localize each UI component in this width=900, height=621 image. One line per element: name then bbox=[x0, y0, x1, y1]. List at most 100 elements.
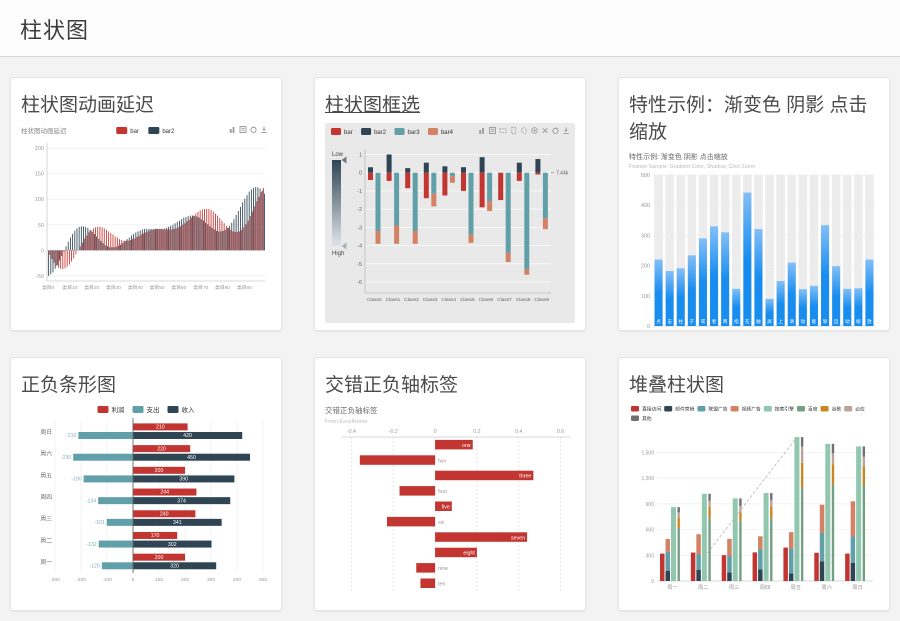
restore-icon[interactable] bbox=[552, 127, 559, 134]
visual-map[interactable]: Low High bbox=[332, 152, 347, 257]
legend-label: bar bbox=[344, 130, 353, 136]
bar-group-周一[interactable] bbox=[660, 507, 680, 581]
bar-group-周二[interactable] bbox=[690, 493, 711, 581]
axis-label: Class7 bbox=[497, 297, 512, 303]
legend-item-视频广告[interactable]: 视频广告 bbox=[730, 406, 761, 413]
legend-item-百度[interactable]: 百度 bbox=[797, 406, 818, 413]
bar-value-label: 390 bbox=[179, 477, 188, 483]
magic-type-icon[interactable] bbox=[479, 128, 484, 134]
chart-bar-gradient[interactable]: 特性示例: 渐变色 阴影 点击缩放 Feature Sample: Gradien… bbox=[629, 150, 879, 330]
horizontal-select-icon[interactable] bbox=[499, 128, 507, 133]
series-bar[interactable] bbox=[368, 172, 541, 208]
legend-item-bar4[interactable]: bar4 bbox=[427, 128, 454, 136]
bar-group-周日[interactable] bbox=[845, 446, 866, 581]
axis-label: -3 bbox=[357, 225, 362, 231]
axis-label: 类目90 bbox=[237, 284, 252, 291]
legend-label: 邮件营销 bbox=[675, 406, 694, 413]
visual-map-handle-bottom bbox=[341, 242, 347, 250]
card-bar-gradient: 特性示例：渐变色 阴影 点击缩放 特性示例: 渐变色 阴影 点击缩放 Featur… bbox=[618, 77, 890, 331]
data-view-icon[interactable] bbox=[489, 127, 496, 134]
save-image-icon[interactable] bbox=[261, 126, 267, 133]
series-bars[interactable]: 点击柱子或者两指在触屏上滑动能够自动缩放 bbox=[654, 192, 874, 326]
chart-bar-negative-label[interactable]: 交错正负轴标签 From ExcelHome -0.4 -0.2 0 0.2 0.4 0.6 o… bbox=[325, 403, 575, 603]
example-link-bar-negative-label[interactable]: 交错正负轴标签 bbox=[325, 375, 459, 396]
magic-type-icon[interactable] bbox=[229, 127, 235, 133]
animation-delay-chart-svg: 柱状图动画延迟 bar bar2 -50 0 50 100 150 200 类目0 类目10 类目20… bbox=[21, 126, 267, 291]
series-bar3[interactable] bbox=[375, 172, 548, 270]
chart-bar-stack[interactable]: 直接访问 邮件营销 联盟广告 视频广告 搜索引擎 百度 谷歌 必应 其他 0 300 600 900 1,… bbox=[629, 403, 879, 603]
bar-group-周五[interactable] bbox=[783, 437, 804, 581]
series-bar4[interactable] bbox=[375, 176, 548, 275]
example-link-bar-gradient[interactable]: 特性示例：渐变色 阴影 点击缩放 bbox=[629, 95, 868, 143]
axis-label: 周三 bbox=[729, 584, 740, 591]
vertical-select-icon[interactable] bbox=[511, 126, 516, 135]
example-link-bar-animation-delay[interactable]: 柱状图动画延迟 bbox=[21, 95, 155, 116]
legend-item-bar[interactable]: bar bbox=[331, 128, 353, 136]
series-bar[interactable] bbox=[47, 187, 264, 270]
legend-item-搜索引擎[interactable]: 搜索引擎 bbox=[763, 406, 794, 413]
axis-label: 300 bbox=[641, 233, 650, 239]
axis-label: 0 bbox=[41, 248, 44, 254]
legend-item-支出[interactable]: 支出 bbox=[132, 405, 160, 414]
series-bar2[interactable] bbox=[48, 186, 265, 276]
bar-group-周四[interactable] bbox=[752, 493, 773, 581]
legend-item-联盟广告[interactable]: 联盟广告 bbox=[697, 406, 728, 413]
axis-label: 类目80 bbox=[215, 284, 230, 291]
example-link-bar-brush[interactable]: 柱状图框选 bbox=[325, 95, 421, 116]
legend-label: 支出 bbox=[147, 405, 160, 414]
series-expense[interactable]: -210 -230 -190 -134 -101 -132 -120 bbox=[61, 432, 133, 569]
legend-item-bar3[interactable]: bar3 bbox=[394, 128, 421, 136]
bar-group-周六[interactable] bbox=[814, 443, 835, 581]
legend-item-直接访问[interactable]: 直接访问 bbox=[631, 406, 661, 413]
legend-label: 其他 bbox=[642, 415, 652, 422]
chart-subtitle: Feature Sample: Gradient Color, Shadow, … bbox=[629, 164, 756, 170]
series-cost[interactable]: one two three four five six seven eight nine ten bbox=[359, 439, 534, 588]
chart-title: 特性示例: 渐变色 阴影 点击缩放 bbox=[629, 152, 728, 161]
inside-axis-label: 两 bbox=[723, 319, 728, 324]
category-label: 周四 bbox=[40, 494, 52, 501]
category-label: 周五 bbox=[40, 472, 52, 479]
legend-item-谷歌[interactable]: 谷歌 bbox=[820, 406, 842, 413]
keep-select-icon[interactable] bbox=[531, 127, 538, 134]
gradient-chart-svg: 特性示例: 渐变色 阴影 点击缩放 Feature Sample: Gradien… bbox=[629, 152, 875, 330]
bar-value-label: 450 bbox=[187, 455, 196, 461]
bar-value-label: 220 bbox=[157, 446, 166, 452]
legend-item-邮件营销[interactable]: 邮件营销 bbox=[664, 406, 695, 413]
legend-item-bar2[interactable]: bar2 bbox=[148, 127, 175, 135]
legend-item-bar2[interactable]: bar2 bbox=[361, 128, 387, 136]
data-view-icon[interactable] bbox=[239, 126, 247, 133]
legend-item-利润[interactable]: 利润 bbox=[97, 405, 125, 414]
legend-item-其他[interactable]: 其他 bbox=[631, 415, 652, 422]
legend-label: 利润 bbox=[112, 405, 125, 414]
save-image-icon[interactable] bbox=[563, 127, 569, 134]
bar-group-周三[interactable] bbox=[721, 498, 742, 581]
chart-bar-animation-delay[interactable]: 柱状图动画延迟 bar bar2 -50 0 50 100 150 200 类目0 类目10 类目20… bbox=[21, 123, 271, 323]
clear-select-icon[interactable] bbox=[542, 127, 548, 134]
axis-label: -0.2 bbox=[389, 429, 398, 435]
series-profit[interactable]: 210 220 200 244 240 170 200 bbox=[133, 423, 197, 561]
series-bar2[interactable] bbox=[368, 154, 541, 173]
bar-value-label: 420 bbox=[183, 433, 192, 439]
polygon-select-icon[interactable] bbox=[521, 127, 528, 134]
restore-icon[interactable] bbox=[250, 126, 257, 133]
chart-title: 交错正负轴标签 bbox=[325, 405, 378, 415]
chart-bar-brush[interactable]: bar bar2 bar3 bar4 Low High 1 0 -1 -2 -3 -4 -5 -6 Clas… bbox=[325, 123, 575, 323]
example-link-bar-stack[interactable]: 堆叠柱状图 bbox=[629, 375, 725, 396]
chart-bar-negative[interactable]: 利润 支出 收入 -300 -200 -100 0 100 200 300 400 500 210 220… bbox=[21, 403, 271, 603]
inside-axis-label: 滑 bbox=[789, 318, 794, 324]
series-income[interactable]: 420 450 390 374 341 302 320 bbox=[133, 432, 250, 569]
card-bar-negative-label: 交错正负轴标签 交错正负轴标签 From ExcelHome -0.4 -0.2 0 0.… bbox=[314, 357, 586, 611]
axis-label: 150 bbox=[35, 172, 44, 178]
legend-item-收入[interactable]: 收入 bbox=[167, 405, 196, 414]
legend-item-bar[interactable]: bar bbox=[116, 127, 139, 135]
visual-map-high-label: High bbox=[332, 251, 344, 257]
visual-map-handle-top bbox=[341, 156, 347, 164]
axis-label: 400 bbox=[641, 203, 650, 209]
axis-label: 周日 bbox=[852, 584, 863, 591]
bar-category-label: four bbox=[438, 489, 447, 495]
example-link-bar-negative[interactable]: 正负条形图 bbox=[21, 375, 117, 396]
legend-item-必应[interactable]: 必应 bbox=[844, 406, 865, 413]
bar-value-label: 240 bbox=[160, 511, 169, 517]
bar-value-label: 200 bbox=[155, 555, 164, 561]
